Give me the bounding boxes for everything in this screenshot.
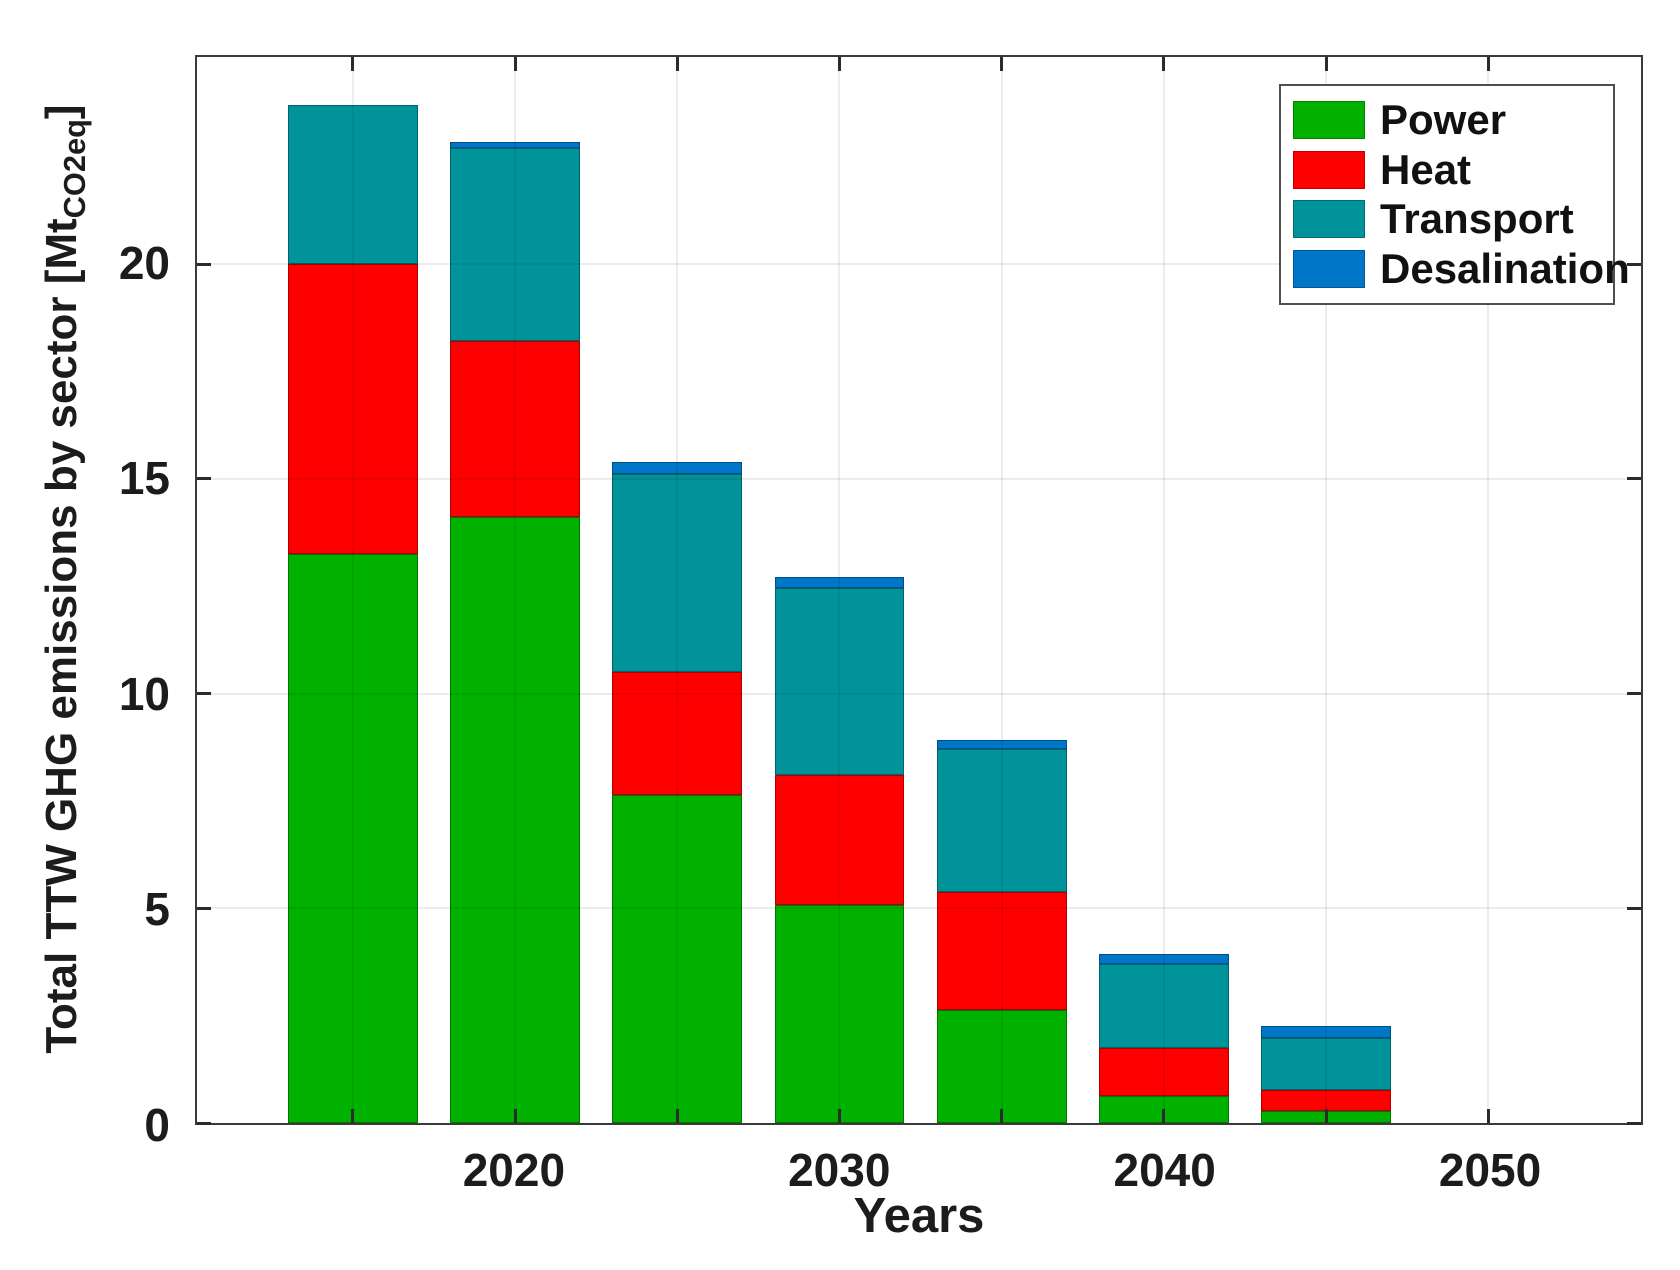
y-tick-left-20 <box>197 262 211 266</box>
vertical-gridline-2020 <box>514 57 516 1123</box>
legend-label-desalination: Desalination <box>1380 244 1630 292</box>
x-tick-top-2025 <box>675 57 679 71</box>
bar-segment-desalination-2025 <box>612 461 743 474</box>
y-tick-right-15 <box>1627 477 1641 481</box>
x-tick-top-2040 <box>1162 57 1166 71</box>
bar-segment-transport-2025 <box>612 473 743 673</box>
bar-segment-desalination-2045 <box>1261 1026 1392 1039</box>
vertical-gridline-2025 <box>676 57 679 1123</box>
bar-segment-transport-2020 <box>450 148 580 342</box>
legend-color-swatch-power <box>1293 101 1365 140</box>
vertical-gridline-2015 <box>351 57 354 1123</box>
bar-segment-desalination-2030 <box>774 577 905 588</box>
bar-segment-desalination-2020 <box>450 141 580 149</box>
legend-label-transport: Transport <box>1380 195 1574 243</box>
x-tick-top-2020 <box>513 57 517 71</box>
bar-segment-power-2030 <box>774 905 905 1123</box>
x-tick-top-2030 <box>837 57 841 71</box>
y-tick-label-15: 15 <box>118 452 170 505</box>
y-tick-label-0: 0 <box>144 1099 170 1151</box>
y-tick-label-10: 10 <box>118 667 170 720</box>
x-tick-top-2035 <box>1000 57 1004 71</box>
x-tick-bottom-2020 <box>513 1109 517 1123</box>
bar-segment-transport-2030 <box>774 587 905 776</box>
y-tick-label-20: 20 <box>118 236 170 289</box>
bar-segment-transport-2040 <box>1099 963 1229 1049</box>
bar-segment-power-2025 <box>612 795 743 1123</box>
x-tick-bottom-2015 <box>351 1109 355 1123</box>
x-tick-label-2020: 2020 <box>462 1144 566 1196</box>
bar-segment-heat-2040 <box>1099 1048 1229 1096</box>
bar-segment-desalination-2035 <box>936 740 1067 750</box>
vertical-gridline-2030 <box>838 57 841 1123</box>
y-tick-left-0 <box>197 1121 211 1125</box>
legend-label-power: Power <box>1380 96 1507 144</box>
legend-item-desalination: Desalination <box>1293 247 1630 290</box>
y-tick-right-10 <box>1627 692 1641 696</box>
bar-segment-heat-2020 <box>450 341 580 518</box>
y-tick-left-5 <box>197 906 211 910</box>
bar-segment-heat-2015 <box>287 264 418 554</box>
y-tick-right-0 <box>1627 1121 1641 1125</box>
y-axis-label: Total TTW GHG emissions by sector [MtCO2… <box>31 0 93 1179</box>
bar-segment-desalination-2040 <box>1099 953 1229 964</box>
legend-color-swatch-heat <box>1293 150 1365 189</box>
bar-segment-power-2020 <box>450 517 580 1123</box>
x-tick-top-2045 <box>1324 57 1328 71</box>
horizontal-gridline-10 <box>197 692 1641 695</box>
legend-color-swatch-transport <box>1293 200 1365 239</box>
x-tick-top-2015 <box>351 57 355 71</box>
bar-segment-power-2045 <box>1261 1110 1392 1123</box>
bar-segment-heat-2045 <box>1261 1089 1392 1111</box>
bar-segment-heat-2035 <box>936 891 1067 1011</box>
horizontal-gridline-5 <box>197 907 1641 910</box>
legend-color-swatch-desalination <box>1293 249 1365 288</box>
y-tick-label-5: 5 <box>144 883 170 936</box>
x-tick-bottom-2045 <box>1324 1109 1328 1123</box>
vertical-gridline-2040 <box>1162 57 1165 1123</box>
plot-area: Power Heat Transport Desalination <box>195 55 1643 1125</box>
y-tick-left-15 <box>197 477 211 481</box>
bar-segment-heat-2025 <box>612 672 743 796</box>
vertical-gridline-2035 <box>1000 57 1003 1123</box>
x-tick-label-2050: 2050 <box>1438 1144 1542 1196</box>
x-tick-bottom-2050 <box>1486 1109 1490 1123</box>
legend: Power Heat Transport Desalination <box>1279 84 1630 305</box>
x-tick-label-2030: 2030 <box>788 1144 891 1196</box>
bar-segment-transport-2045 <box>1261 1038 1392 1090</box>
x-tick-bottom-2035 <box>1000 1109 1004 1123</box>
x-tick-bottom-2025 <box>675 1109 679 1123</box>
x-axis-label: Years <box>853 1189 985 1243</box>
horizontal-gridline-15 <box>197 477 1641 480</box>
x-tick-bottom-2030 <box>837 1109 841 1123</box>
legend-item-heat: Heat <box>1293 145 1613 193</box>
x-tick-bottom-2040 <box>1162 1109 1166 1123</box>
y-axis-label-suffix: ] <box>37 104 86 120</box>
y-tick-right-5 <box>1627 906 1641 910</box>
x-tick-top-2050 <box>1486 57 1490 71</box>
bar-segment-power-2040 <box>1099 1095 1229 1123</box>
bar-segment-transport-2015 <box>287 105 418 265</box>
y-tick-left-10 <box>197 692 211 696</box>
bar-segment-heat-2030 <box>774 775 905 906</box>
legend-item-transport: Transport <box>1293 198 1613 240</box>
legend-item-power: Power <box>1293 99 1613 141</box>
bar-segment-power-2015 <box>287 553 418 1123</box>
x-tick-label-2040: 2040 <box>1113 1144 1216 1196</box>
y-axis-label-subscript: CO2eq <box>57 119 93 219</box>
legend-label-heat: Heat <box>1380 145 1472 193</box>
bar-segment-transport-2035 <box>936 749 1067 892</box>
bar-segment-power-2035 <box>936 1010 1067 1123</box>
